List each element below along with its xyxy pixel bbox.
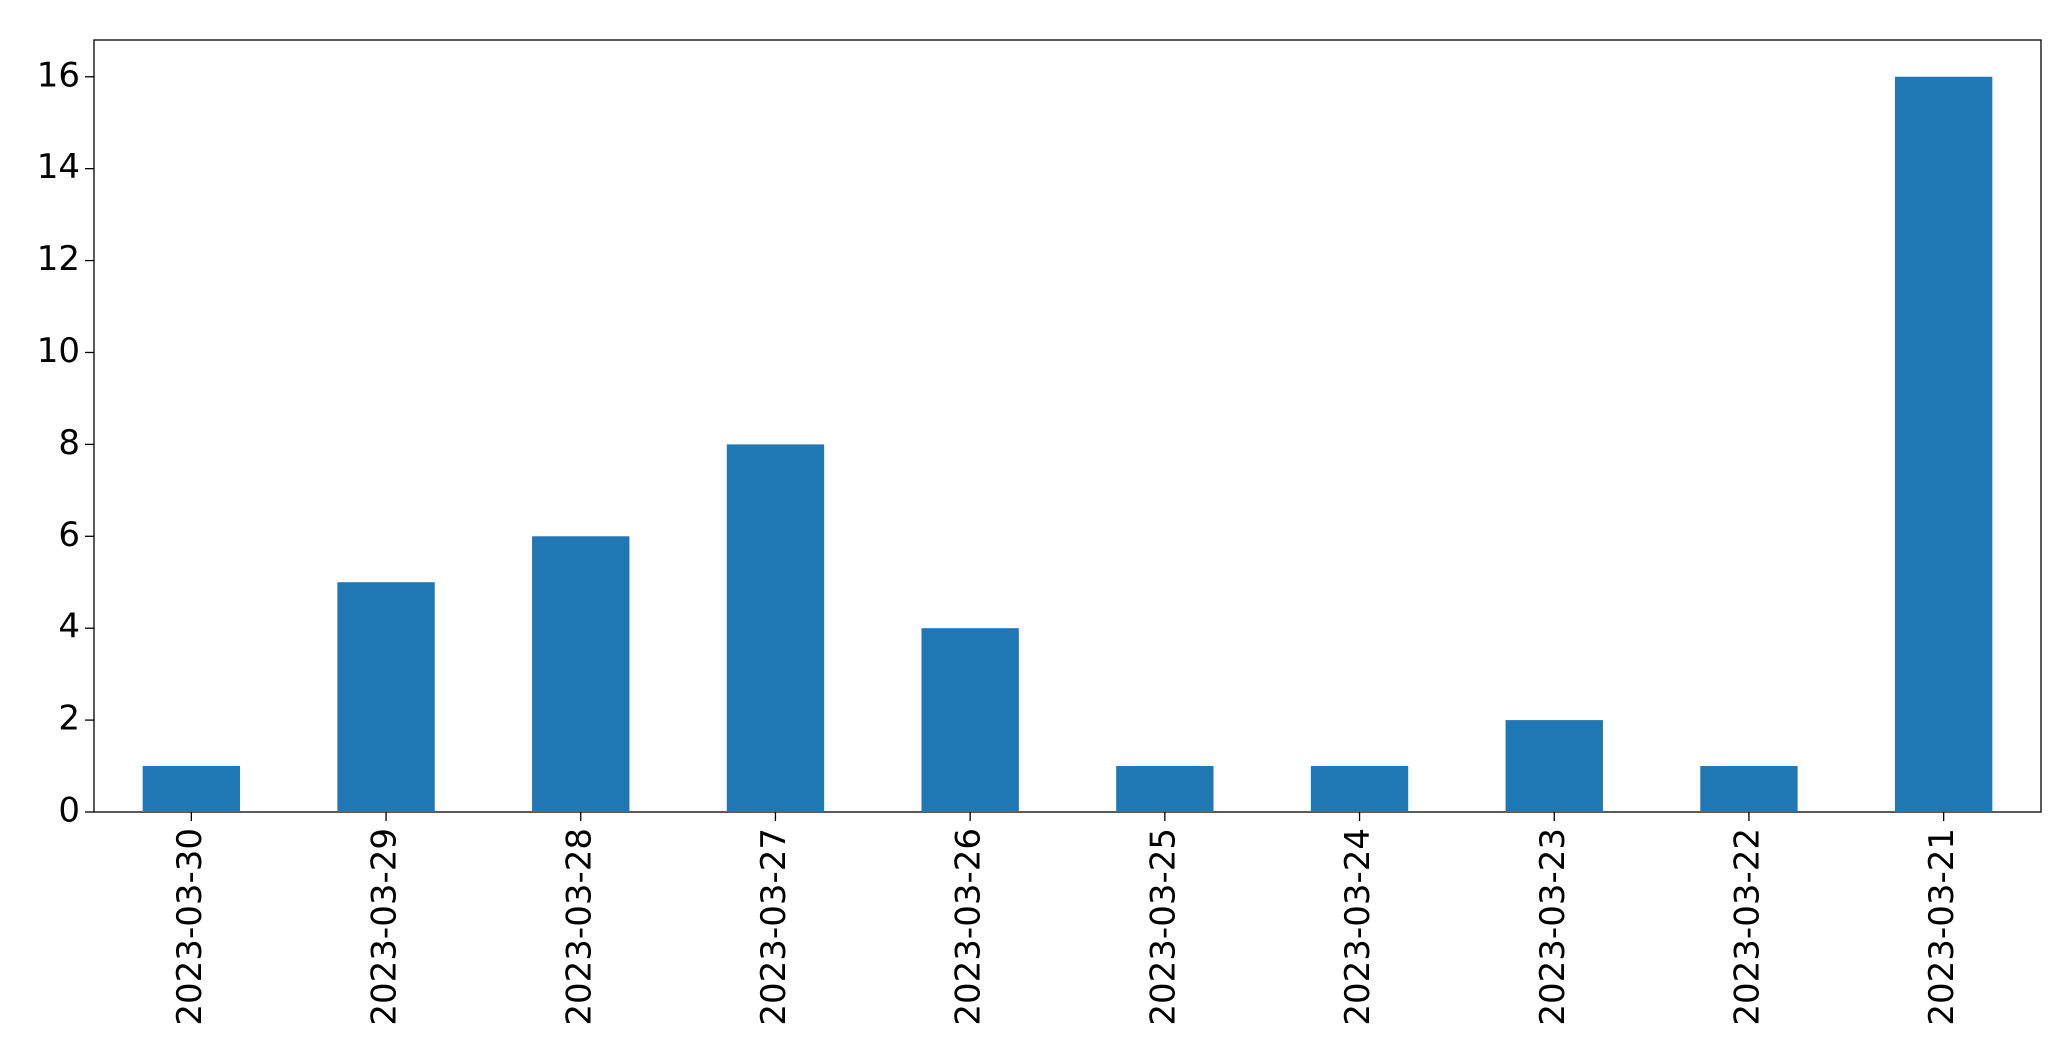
y-tick-label: 8 — [58, 423, 80, 463]
bar — [1310, 766, 1409, 812]
y-tick-label: 0 — [58, 791, 80, 831]
bar — [1116, 766, 1214, 812]
bar — [142, 766, 241, 812]
y-tick-label: 6 — [58, 515, 80, 555]
x-tick-label: 2023-03-26 — [949, 828, 989, 1026]
bar — [921, 628, 1019, 812]
x-tick-label: 2023-03-30 — [170, 828, 210, 1026]
bar — [726, 444, 825, 812]
x-tick-label: 2023-03-24 — [1338, 828, 1378, 1026]
y-tick-label: 14 — [37, 147, 80, 187]
y-tick-label: 12 — [37, 239, 80, 279]
y-tick-label: 2 — [58, 699, 80, 739]
x-tick-label: 2023-03-22 — [1727, 828, 1767, 1026]
x-tick-label: 2023-03-21 — [1922, 828, 1962, 1026]
bar — [1505, 720, 1603, 812]
y-tick-label: 4 — [58, 607, 80, 647]
y-tick-label: 10 — [37, 331, 80, 371]
x-tick-label: 2023-03-29 — [365, 828, 405, 1026]
plot-frame — [93, 39, 2042, 813]
x-tick-label: 2023-03-25 — [1143, 828, 1183, 1026]
bar — [1894, 76, 1993, 812]
x-tick-label: 2023-03-27 — [754, 828, 794, 1026]
bar — [337, 582, 435, 812]
x-tick-label: 2023-03-23 — [1533, 828, 1573, 1026]
y-tick-label: 16 — [37, 55, 80, 95]
bar — [532, 536, 630, 812]
bar — [1700, 766, 1798, 812]
x-tick-label: 2023-03-28 — [559, 828, 599, 1026]
